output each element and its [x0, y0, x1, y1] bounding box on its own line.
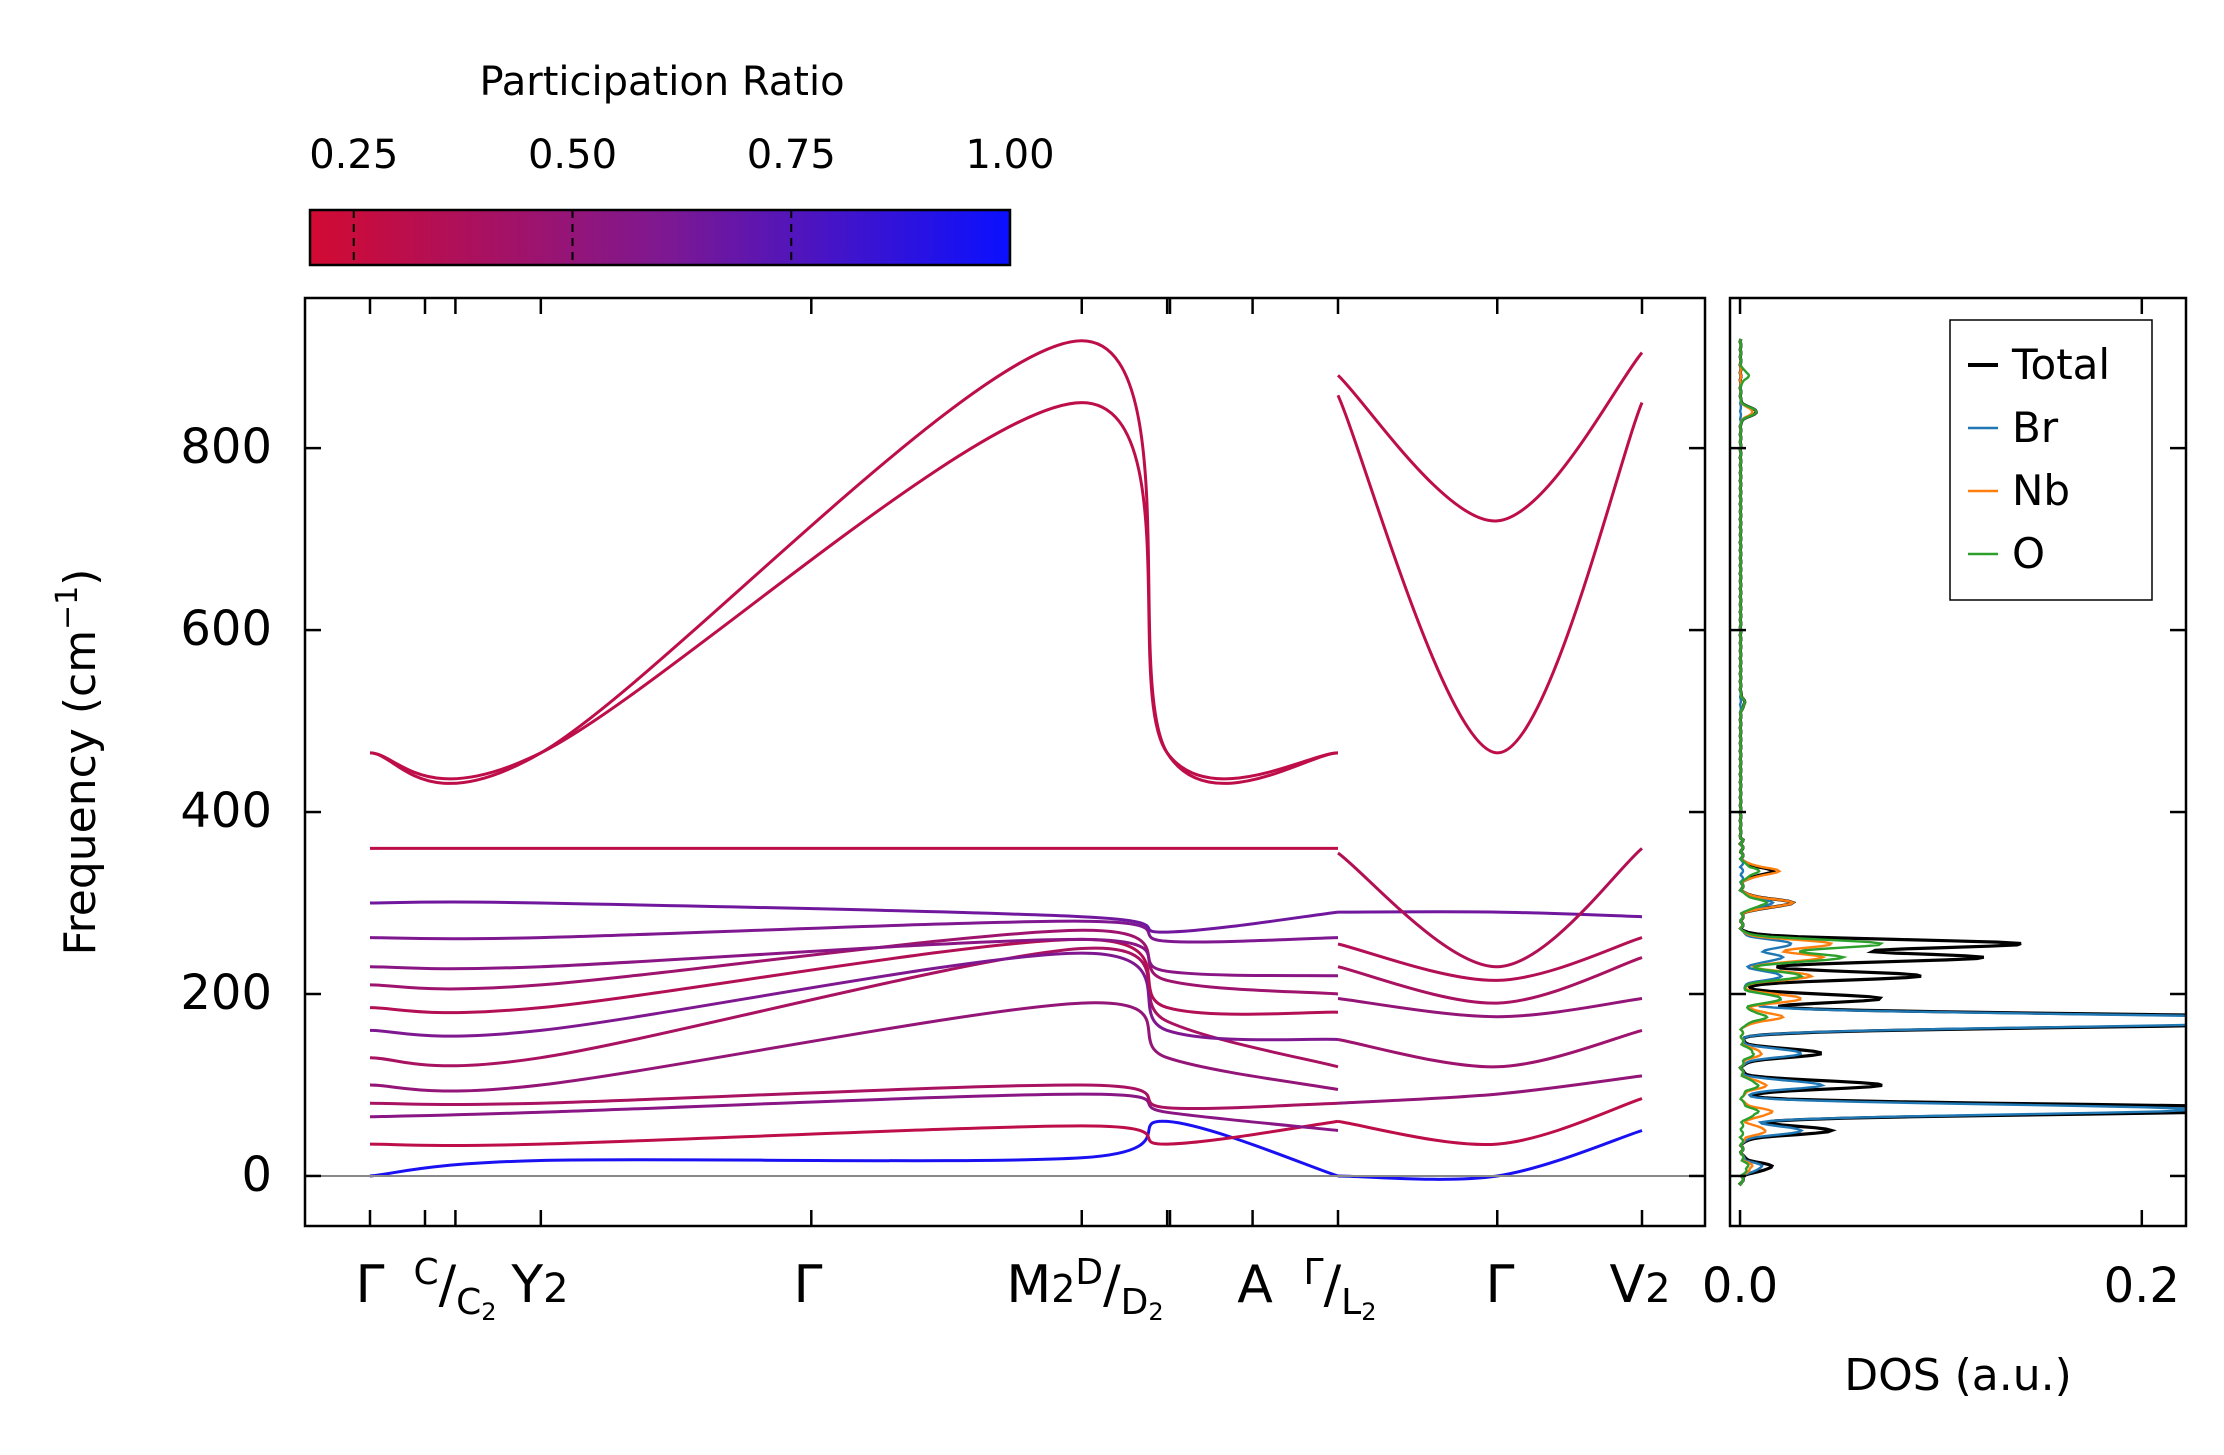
x-tick-label: Γ — [794, 1255, 823, 1315]
band-line — [1337, 997, 1643, 1019]
colorbar-tick-label: 0.75 — [747, 132, 836, 178]
y-tick-label: 0 — [241, 1147, 272, 1203]
legend-label: Nb — [2012, 466, 2070, 515]
band-line — [1337, 1129, 1643, 1181]
legend-label: O — [2012, 529, 2045, 578]
y-axis-label: Frequency (cm−1) — [50, 569, 106, 956]
band-line — [369, 937, 1339, 1016]
x-tick-label: A — [1237, 1255, 1273, 1315]
x-tick-label: C/C2 — [413, 1252, 496, 1326]
dos-x-tick-label: 0.0 — [1702, 1258, 1778, 1314]
band-line — [369, 928, 1339, 996]
band-line — [1337, 910, 1643, 919]
band-line — [369, 401, 1339, 781]
band-line — [1336, 351, 1644, 523]
phonon-bands — [369, 339, 1644, 1181]
colorbar-title: Participation Ratio — [479, 59, 844, 105]
x-tick-label: M2D/D2 — [1006, 1252, 1163, 1326]
band-line — [369, 937, 1339, 978]
band-line — [369, 919, 1339, 944]
band-line — [369, 951, 1339, 1042]
dos-series-o — [1738, 338, 1885, 1186]
band-line — [1337, 847, 1643, 969]
colorbar-frame — [308, 208, 1012, 267]
band-line — [1337, 936, 1643, 982]
band-line — [1337, 956, 1643, 1005]
band-line — [369, 946, 1339, 1069]
x-axis-label: DOS (a.u.) — [1844, 1350, 2072, 1401]
band-line — [1337, 1028, 1643, 1069]
band-line — [1337, 1097, 1643, 1147]
colorbar-tick-label: 0.25 — [309, 132, 398, 178]
dos-curves — [1737, 338, 2186, 1187]
band-line — [369, 900, 1339, 934]
band-line — [369, 339, 1339, 785]
band-plot-frame — [303, 296, 1707, 1228]
y-tick-label: 400 — [180, 783, 272, 839]
y-tick-label: 600 — [180, 601, 272, 657]
x-tick-label: Y2 — [510, 1255, 568, 1315]
x-tick-label: Γ — [356, 1255, 385, 1315]
band-line — [369, 1001, 1339, 1093]
dos-x-tick-label: 0.2 — [2104, 1258, 2180, 1314]
band-line — [369, 1092, 1339, 1132]
band-line — [369, 1119, 1339, 1178]
legend-label: Total — [2011, 340, 2110, 389]
legend-label: Br — [2012, 403, 2059, 452]
band-structure-panel: 0 200 400 600 800 Γ C/C2 Y2 Γ M2D/D2 A Γ/L2 Γ V2 Freq… — [50, 296, 1707, 1326]
colorbar-tick-label: 0.50 — [528, 132, 617, 178]
band-line — [369, 1119, 1339, 1147]
band-line — [1336, 394, 1644, 755]
x-tick-label: Γ/L2 — [1304, 1252, 1377, 1326]
band-line — [369, 1083, 1339, 1110]
colorbar-tick-label: 1.00 — [965, 132, 1054, 178]
dos-panel: 0.0 0.2 DOS (a.u.) Total Br Nb O — [1702, 296, 2188, 1401]
legend: Total Br Nb O — [1949, 319, 2153, 601]
colorbar-gradient-bar — [310, 210, 1010, 265]
y-tick-label: 200 — [180, 965, 272, 1021]
band-line — [1337, 1074, 1643, 1105]
x-tick-label: Γ — [1486, 1255, 1515, 1315]
x-tick-label: V2 — [1609, 1255, 1670, 1315]
dos-plot-frame — [1728, 296, 2188, 1228]
y-tick-label: 800 — [180, 419, 272, 475]
colorbar: Participation Ratio 0.25 0.50 0.75 1.00 — [308, 59, 1055, 267]
